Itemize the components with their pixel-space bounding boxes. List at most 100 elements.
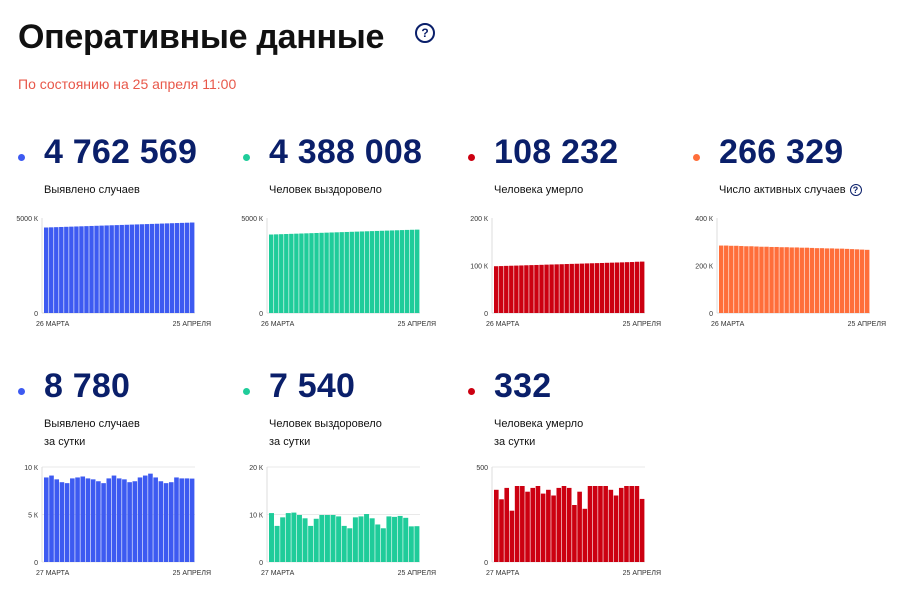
bar[interactable] <box>639 498 645 562</box>
bar[interactable] <box>634 486 640 562</box>
bar[interactable] <box>80 476 86 563</box>
bar[interactable] <box>551 495 556 563</box>
bar[interactable] <box>409 229 415 313</box>
bar[interactable] <box>859 249 865 313</box>
bar[interactable] <box>769 246 774 313</box>
bar[interactable] <box>386 516 392 562</box>
bar[interactable] <box>163 483 169 562</box>
bar[interactable] <box>774 246 779 313</box>
bar[interactable] <box>134 224 140 313</box>
bar[interactable] <box>313 518 319 562</box>
bar[interactable] <box>380 528 386 562</box>
bar[interactable] <box>514 486 520 562</box>
bar[interactable] <box>764 246 769 313</box>
bar[interactable] <box>116 478 122 562</box>
bar[interactable] <box>624 262 630 313</box>
bar[interactable] <box>834 248 840 313</box>
bar[interactable] <box>535 486 541 562</box>
bar[interactable] <box>153 477 158 562</box>
bar[interactable] <box>49 475 54 562</box>
bar[interactable] <box>561 486 567 562</box>
bar[interactable] <box>104 225 109 313</box>
bar[interactable] <box>556 487 562 562</box>
bar[interactable] <box>158 481 164 562</box>
bar[interactable] <box>604 262 610 313</box>
bar[interactable] <box>127 482 132 562</box>
bar[interactable] <box>347 528 353 562</box>
bar[interactable] <box>574 263 579 313</box>
bar[interactable] <box>142 475 148 562</box>
bar[interactable] <box>329 232 334 313</box>
bar[interactable] <box>139 224 145 313</box>
bar[interactable] <box>124 224 129 313</box>
bar[interactable] <box>394 230 400 313</box>
bar[interactable] <box>499 499 504 562</box>
bar[interactable] <box>734 245 739 313</box>
bar[interactable] <box>379 230 385 313</box>
bar[interactable] <box>291 512 297 562</box>
bar[interactable] <box>119 224 124 313</box>
bar[interactable] <box>94 225 99 313</box>
bar[interactable] <box>520 486 525 562</box>
bar[interactable] <box>592 486 598 562</box>
bar[interactable] <box>69 226 74 313</box>
bar[interactable] <box>584 263 590 313</box>
bar[interactable] <box>629 262 635 313</box>
bar[interactable] <box>169 223 175 313</box>
bar[interactable] <box>164 223 170 313</box>
bar[interactable] <box>494 489 499 562</box>
bar[interactable] <box>582 508 588 562</box>
bar[interactable] <box>109 225 114 313</box>
bar[interactable] <box>579 263 584 313</box>
bar[interactable] <box>49 227 54 313</box>
bar[interactable] <box>129 224 134 313</box>
bar[interactable] <box>44 227 49 314</box>
bar[interactable] <box>799 247 804 313</box>
bar[interactable] <box>159 223 165 313</box>
bar[interactable] <box>759 246 764 313</box>
bar[interactable] <box>504 487 510 562</box>
bar[interactable] <box>319 514 325 562</box>
bar[interactable] <box>375 524 381 562</box>
bar[interactable] <box>819 248 825 313</box>
bar[interactable] <box>824 248 830 313</box>
bar[interactable] <box>369 518 375 562</box>
bar[interactable] <box>354 231 359 313</box>
bar[interactable] <box>794 247 799 313</box>
bar[interactable] <box>296 514 302 562</box>
bar[interactable] <box>44 477 49 562</box>
bar[interactable] <box>554 264 559 313</box>
bar[interactable] <box>403 517 409 562</box>
bar[interactable] <box>274 525 280 562</box>
bar[interactable] <box>344 231 349 313</box>
bar[interactable] <box>114 225 119 313</box>
bar[interactable] <box>111 475 117 562</box>
bar[interactable] <box>809 247 815 313</box>
bar[interactable] <box>499 266 504 313</box>
bar[interactable] <box>308 525 314 562</box>
bar[interactable] <box>504 265 509 313</box>
bar[interactable] <box>408 526 414 562</box>
bar[interactable] <box>364 231 370 313</box>
bar[interactable] <box>96 481 101 562</box>
bar[interactable] <box>864 249 870 313</box>
bar[interactable] <box>54 227 59 313</box>
bar[interactable] <box>64 483 70 562</box>
bar[interactable] <box>59 226 64 313</box>
bar[interactable] <box>603 486 608 562</box>
bar[interactable] <box>289 233 294 313</box>
bar[interactable] <box>274 234 279 313</box>
bar[interactable] <box>594 263 600 313</box>
bar[interactable] <box>779 247 784 313</box>
bar[interactable] <box>739 246 744 313</box>
bar[interactable] <box>269 513 274 562</box>
bar[interactable] <box>749 246 754 313</box>
bar[interactable] <box>279 234 284 313</box>
bar[interactable] <box>101 483 106 562</box>
bar[interactable] <box>539 264 544 313</box>
bar[interactable] <box>144 224 150 313</box>
bar[interactable] <box>285 513 291 562</box>
bar[interactable] <box>549 264 554 313</box>
bar[interactable] <box>618 487 624 562</box>
bar[interactable] <box>789 247 794 313</box>
